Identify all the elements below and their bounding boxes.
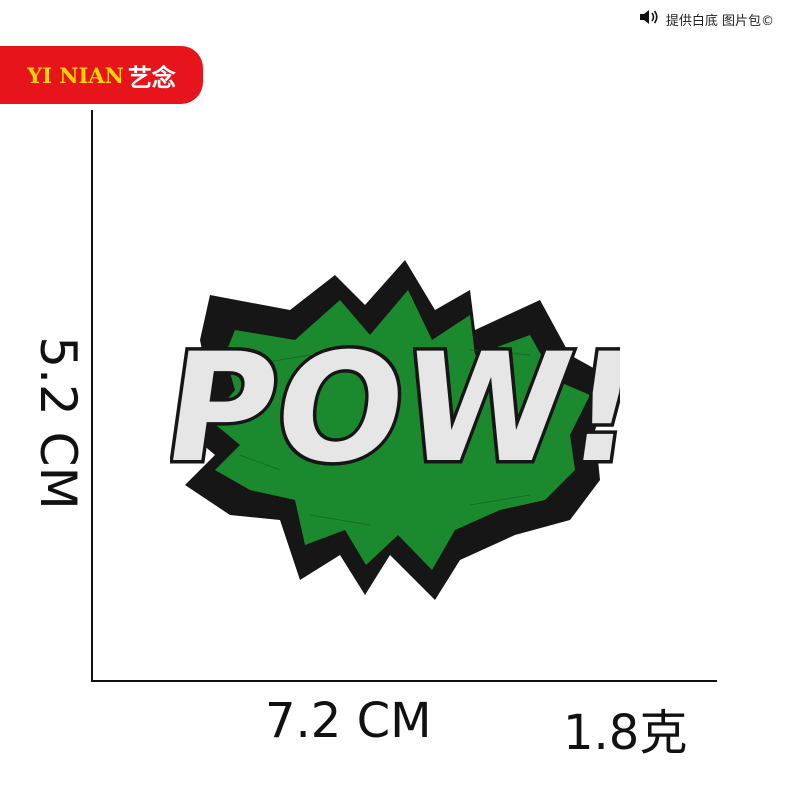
top-note: 提供白底 图片包© bbox=[638, 8, 774, 30]
speaker-icon bbox=[638, 8, 660, 30]
brand-latin: YI NIAN bbox=[27, 62, 124, 88]
patch-burst bbox=[210, 290, 590, 570]
brand-chinese: 艺念 bbox=[127, 62, 176, 92]
width-dimension: 7.2 CM bbox=[265, 693, 432, 749]
brand-logo: YI NIAN 艺念 bbox=[0, 46, 203, 104]
top-note-text: 提供白底 图片包© bbox=[665, 13, 774, 29]
weight-value: 1.8克 bbox=[563, 705, 688, 761]
height-dimension: 5.2 CM bbox=[29, 336, 87, 510]
pow-text: POW! bbox=[151, 317, 654, 499]
pow-text-letters: POW! bbox=[170, 321, 620, 496]
width-axis-line bbox=[91, 680, 717, 682]
height-axis-line bbox=[91, 110, 93, 682]
pow-patch-image: POW! bbox=[151, 255, 654, 605]
